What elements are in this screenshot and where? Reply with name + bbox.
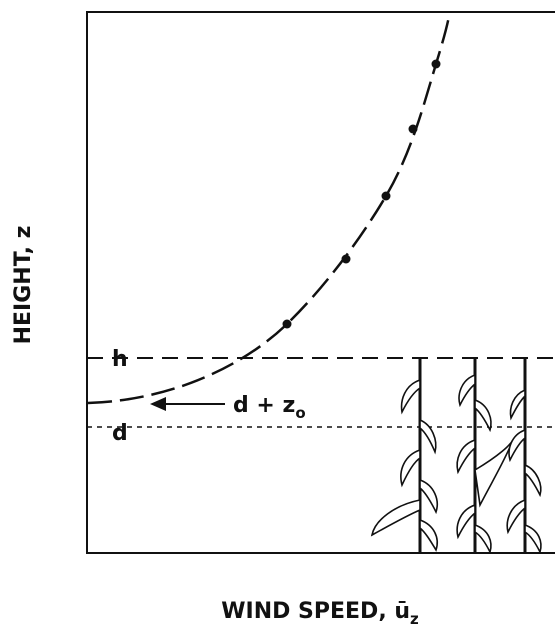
leaf [370, 499, 421, 537]
point [408, 124, 418, 134]
x-axis-label: WIND SPEED, ūz [221, 599, 419, 628]
d-label: d [112, 421, 128, 446]
plant [370, 358, 438, 553]
leaf [400, 448, 421, 488]
point [431, 59, 441, 69]
leaf [456, 503, 476, 540]
crop-canopy [370, 358, 542, 555]
d-z0-subscript: o [295, 404, 305, 422]
leaf [400, 378, 421, 415]
leaf [419, 418, 437, 455]
leaf [506, 498, 526, 535]
leaf [458, 373, 476, 408]
leaf [419, 518, 438, 552]
arrow-head [150, 397, 166, 411]
plant [456, 358, 514, 555]
leaf [419, 478, 438, 515]
x-label-subscript: z [410, 610, 419, 628]
wind-profile [87, 11, 452, 405]
frame [86, 11, 555, 554]
leaf [474, 398, 492, 433]
plant [506, 358, 542, 555]
d-z0-main: d + z [233, 393, 295, 418]
leaf [474, 439, 514, 508]
h-label: h [112, 347, 128, 372]
profile-points [282, 59, 441, 329]
leaf [474, 523, 492, 555]
y-axis-label: HEIGHT, z [11, 226, 36, 345]
leaf [508, 428, 526, 463]
leaf [524, 463, 542, 498]
d-z0-label: d + zo [233, 393, 306, 422]
point [341, 254, 351, 264]
point [381, 191, 391, 201]
leaf [524, 523, 542, 555]
leaf [456, 438, 476, 475]
leaf [509, 388, 526, 421]
point [282, 319, 292, 329]
x-label-main: WIND SPEED, ū [221, 599, 410, 624]
